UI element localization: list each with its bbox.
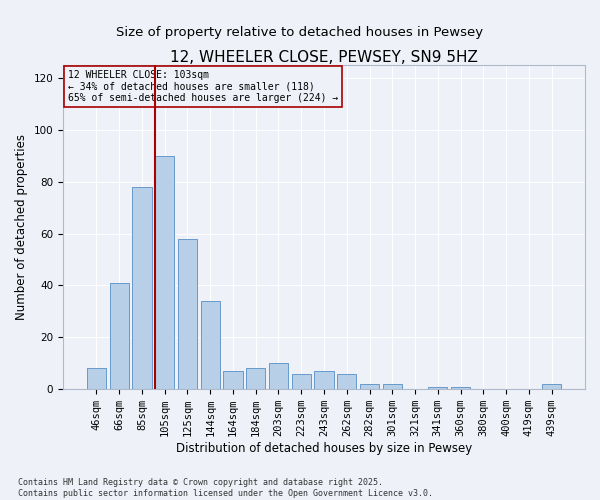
Bar (292, 374, 311, 389)
Bar (110, 283, 129, 389)
Bar (314, 371, 334, 389)
Bar (428, 386, 448, 389)
Bar (200, 301, 220, 389)
Bar (155, 156, 175, 389)
Bar (383, 384, 402, 389)
Bar (337, 374, 356, 389)
Bar (132, 187, 152, 389)
Bar (178, 239, 197, 389)
Y-axis label: Number of detached properties: Number of detached properties (15, 134, 28, 320)
Text: 12 WHEELER CLOSE: 103sqm
← 34% of detached houses are smaller (118)
65% of semi-: 12 WHEELER CLOSE: 103sqm ← 34% of detach… (68, 70, 338, 103)
Bar (451, 386, 470, 389)
Bar (87, 368, 106, 389)
Text: Contains HM Land Registry data © Crown copyright and database right 2025.
Contai: Contains HM Land Registry data © Crown c… (18, 478, 433, 498)
Bar (269, 364, 288, 389)
Bar (542, 384, 561, 389)
Text: Size of property relative to detached houses in Pewsey: Size of property relative to detached ho… (116, 26, 484, 39)
Title: 12, WHEELER CLOSE, PEWSEY, SN9 5HZ: 12, WHEELER CLOSE, PEWSEY, SN9 5HZ (170, 50, 478, 65)
X-axis label: Distribution of detached houses by size in Pewsey: Distribution of detached houses by size … (176, 442, 472, 455)
Bar (223, 371, 242, 389)
Bar (360, 384, 379, 389)
Bar (246, 368, 265, 389)
